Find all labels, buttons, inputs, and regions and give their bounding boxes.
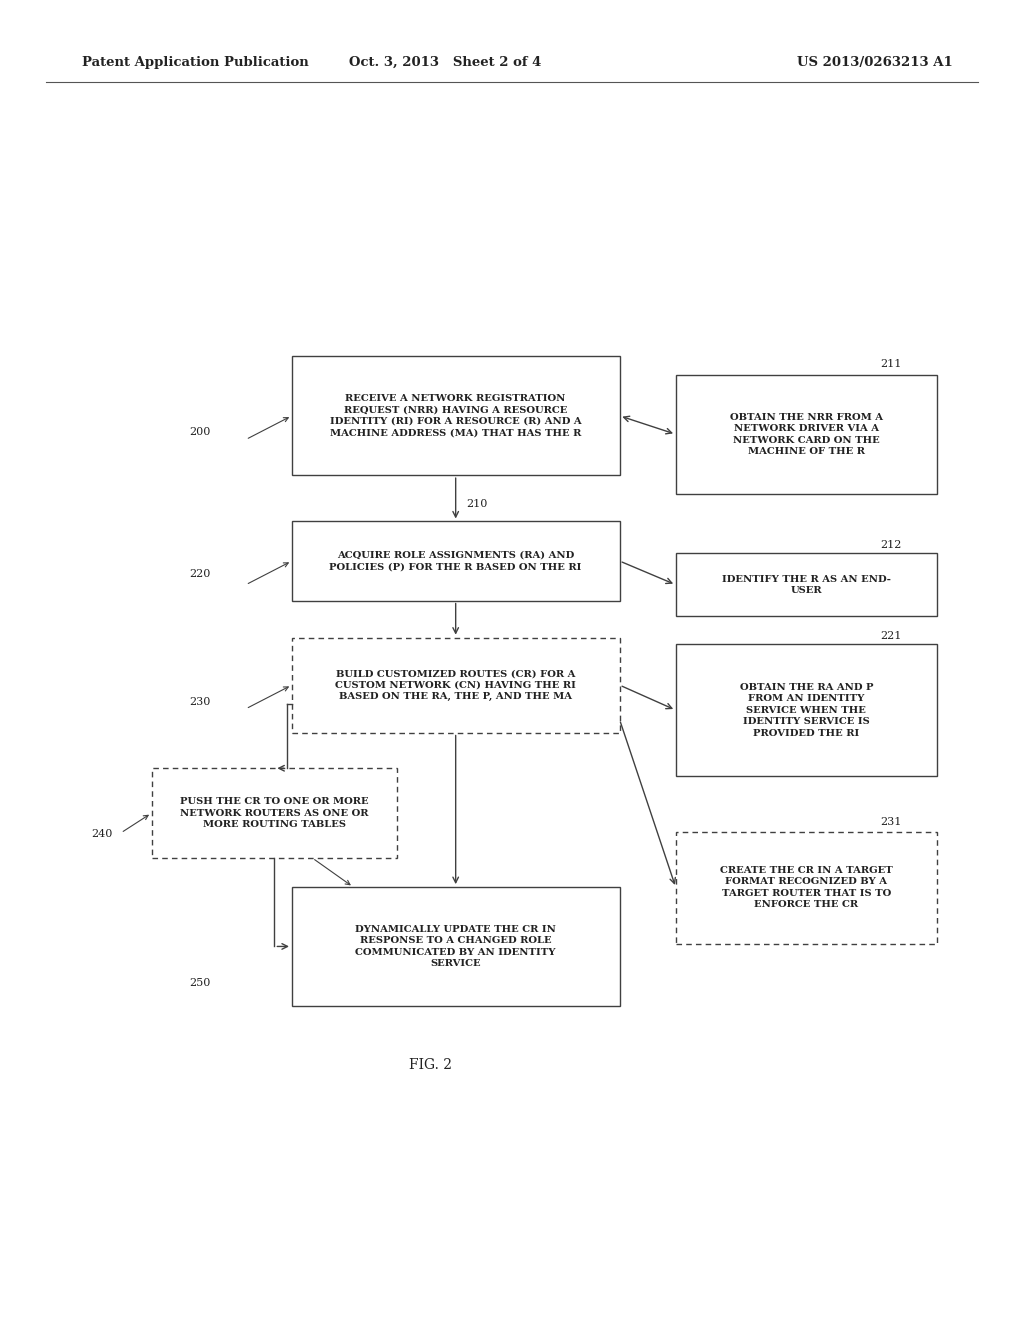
Text: 200: 200 bbox=[189, 426, 210, 437]
Bar bbox=[292, 356, 620, 475]
Bar bbox=[292, 638, 620, 733]
Text: 231: 231 bbox=[881, 817, 901, 828]
Bar bbox=[676, 553, 937, 616]
Text: 250: 250 bbox=[189, 978, 210, 989]
Text: PUSH THE CR TO ONE OR MORE
NETWORK ROUTERS AS ONE OR
MORE ROUTING TABLES: PUSH THE CR TO ONE OR MORE NETWORK ROUTE… bbox=[180, 797, 369, 829]
Text: Oct. 3, 2013   Sheet 2 of 4: Oct. 3, 2013 Sheet 2 of 4 bbox=[349, 55, 542, 69]
Text: 221: 221 bbox=[881, 631, 901, 642]
Text: OBTAIN THE RA AND P
FROM AN IDENTITY
SERVICE WHEN THE
IDENTITY SERVICE IS
PROVID: OBTAIN THE RA AND P FROM AN IDENTITY SER… bbox=[739, 682, 873, 738]
Bar bbox=[292, 887, 620, 1006]
Bar bbox=[152, 768, 397, 858]
Text: OBTAIN THE NRR FROM A
NETWORK DRIVER VIA A
NETWORK CARD ON THE
MACHINE OF THE R: OBTAIN THE NRR FROM A NETWORK DRIVER VIA… bbox=[730, 413, 883, 455]
Bar bbox=[676, 832, 937, 944]
Text: BUILD CUSTOMIZED ROUTES (CR) FOR A
CUSTOM NETWORK (CN) HAVING THE RI
BASED ON TH: BUILD CUSTOMIZED ROUTES (CR) FOR A CUSTO… bbox=[335, 669, 577, 701]
Bar bbox=[292, 521, 620, 601]
Text: 212: 212 bbox=[881, 540, 901, 550]
Text: DYNAMICALLY UPDATE THE CR IN
RESPONSE TO A CHANGED ROLE
COMMUNICATED BY AN IDENT: DYNAMICALLY UPDATE THE CR IN RESPONSE TO… bbox=[355, 925, 556, 968]
Text: 210: 210 bbox=[466, 499, 487, 510]
Text: 230: 230 bbox=[189, 697, 210, 708]
Text: CREATE THE CR IN A TARGET
FORMAT RECOGNIZED BY A
TARGET ROUTER THAT IS TO
ENFORC: CREATE THE CR IN A TARGET FORMAT RECOGNI… bbox=[720, 866, 893, 909]
Bar bbox=[676, 375, 937, 494]
Text: 220: 220 bbox=[189, 569, 210, 579]
Text: 240: 240 bbox=[92, 829, 113, 840]
Text: FIG. 2: FIG. 2 bbox=[409, 1059, 452, 1072]
Bar bbox=[676, 644, 937, 776]
Text: RECEIVE A NETWORK REGISTRATION
REQUEST (NRR) HAVING A RESOURCE
IDENTITY (RI) FOR: RECEIVE A NETWORK REGISTRATION REQUEST (… bbox=[330, 395, 582, 437]
Text: IDENTIFY THE R AS AN END-
USER: IDENTIFY THE R AS AN END- USER bbox=[722, 574, 891, 595]
Text: ACQUIRE ROLE ASSIGNMENTS (RA) AND
POLICIES (P) FOR THE R BASED ON THE RI: ACQUIRE ROLE ASSIGNMENTS (RA) AND POLICI… bbox=[330, 550, 582, 572]
Text: Patent Application Publication: Patent Application Publication bbox=[82, 55, 308, 69]
Text: US 2013/0263213 A1: US 2013/0263213 A1 bbox=[797, 55, 952, 69]
Text: 211: 211 bbox=[881, 359, 901, 370]
